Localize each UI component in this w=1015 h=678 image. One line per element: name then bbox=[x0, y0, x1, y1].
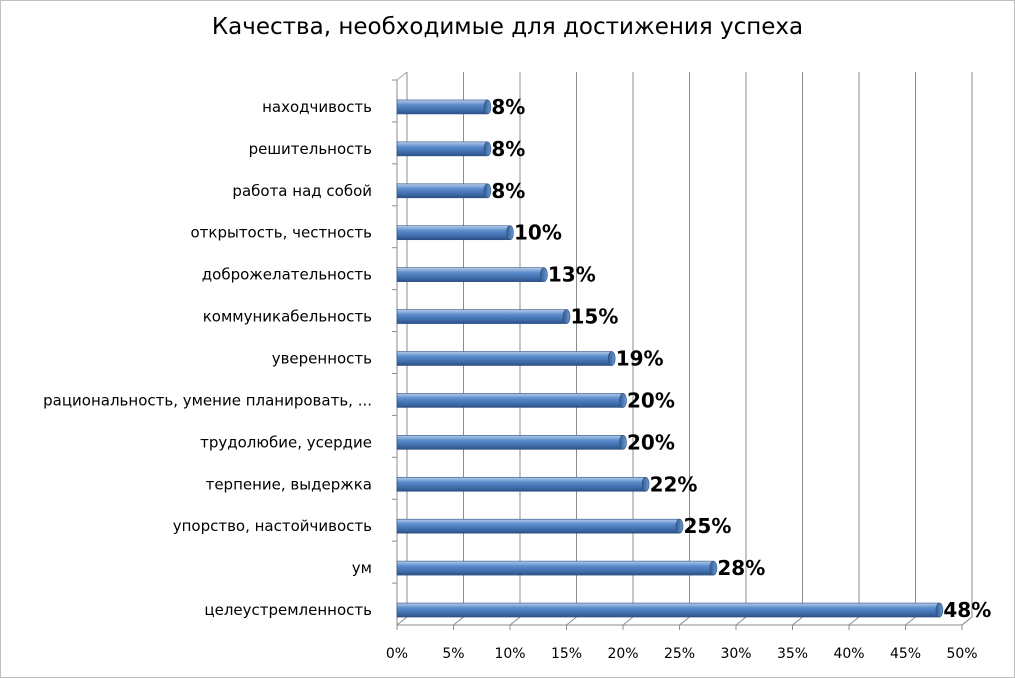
chart-title: Качества, необходимые для достижения усп… bbox=[211, 14, 804, 40]
y-tick-label: решительность bbox=[249, 140, 372, 158]
data-label: 8% bbox=[491, 179, 525, 203]
y-tick-label: рациональность, умение планировать, ... bbox=[43, 391, 372, 409]
x-tick-label: 0% bbox=[386, 646, 408, 662]
x-tick-label: 35% bbox=[777, 646, 808, 662]
x-tick-label: 45% bbox=[890, 646, 921, 662]
bar-end-cap bbox=[641, 476, 650, 492]
bar-end-cap bbox=[607, 351, 616, 366]
gridline-floor bbox=[735, 616, 747, 626]
bar bbox=[396, 183, 488, 199]
gridline-floor bbox=[905, 616, 916, 626]
y-tick-label: уверенность bbox=[272, 350, 372, 368]
bar-end-cap bbox=[619, 393, 627, 408]
bar bbox=[396, 393, 624, 408]
gridline-floor bbox=[396, 616, 408, 626]
gridline-floor bbox=[679, 616, 690, 626]
x-tick-label: 30% bbox=[720, 646, 751, 662]
gridline-floor bbox=[961, 616, 973, 626]
data-label: 10% bbox=[514, 221, 562, 245]
y-tick-label: ум bbox=[352, 559, 372, 577]
bar bbox=[396, 141, 488, 157]
bar bbox=[396, 309, 567, 324]
y-tick-label: доброжелательность bbox=[202, 266, 372, 284]
y-tick-label: упорство, настойчивость bbox=[173, 517, 372, 535]
gridline-floor bbox=[622, 616, 634, 626]
gridline-floor bbox=[792, 616, 803, 626]
bar bbox=[396, 518, 680, 534]
x-tick-label: 5% bbox=[442, 646, 464, 662]
data-label: 15% bbox=[571, 305, 619, 329]
data-label: 20% bbox=[627, 388, 675, 412]
bar-end-cap bbox=[709, 560, 718, 576]
y-tick-label: открытость, честность bbox=[190, 224, 372, 242]
data-label: 19% bbox=[616, 347, 664, 371]
bar-end-cap bbox=[540, 267, 548, 282]
data-label: 13% bbox=[548, 263, 596, 287]
bar-end-cap bbox=[675, 518, 684, 534]
bar bbox=[396, 435, 624, 450]
x-tick-label: 15% bbox=[551, 646, 582, 662]
data-label: 22% bbox=[650, 472, 698, 496]
gridline-floor bbox=[848, 616, 860, 626]
bar bbox=[396, 267, 545, 282]
x-tick-label: 25% bbox=[664, 646, 695, 662]
data-label: 8% bbox=[491, 137, 525, 161]
bar-end-cap bbox=[506, 225, 514, 241]
y-tick-label: находчивость bbox=[262, 98, 372, 116]
data-label: 48% bbox=[943, 598, 991, 622]
y-tick-label: коммуникабельность bbox=[203, 308, 372, 326]
data-label: 28% bbox=[717, 556, 765, 580]
gridline-floor bbox=[453, 616, 464, 626]
data-label: 8% bbox=[491, 95, 525, 119]
y-tick-label: трудолюбие, усердие bbox=[200, 433, 372, 451]
bar-end-cap bbox=[619, 435, 627, 450]
gridline-floor bbox=[566, 616, 577, 626]
bar-end-cap bbox=[483, 99, 492, 115]
plot-corner-top bbox=[396, 71, 408, 81]
bar bbox=[396, 476, 646, 492]
bar bbox=[396, 225, 511, 241]
y-tick-label: работа над собой bbox=[232, 182, 372, 200]
x-tick-label: 40% bbox=[833, 646, 864, 662]
bar-end-cap bbox=[562, 309, 571, 324]
bar bbox=[396, 560, 714, 576]
data-label: 25% bbox=[684, 514, 732, 538]
x-tick-label: 20% bbox=[607, 646, 638, 662]
bar-end-cap bbox=[935, 602, 944, 618]
data-label: 20% bbox=[627, 430, 675, 454]
gridline-floor bbox=[509, 616, 521, 626]
bar-end-cap bbox=[483, 183, 492, 199]
bar bbox=[396, 602, 940, 618]
y-tick-label: терпение, выдержка bbox=[206, 475, 372, 493]
x-tick-label: 10% bbox=[494, 646, 525, 662]
bar bbox=[396, 351, 612, 366]
bar bbox=[396, 99, 488, 115]
bar-end-cap bbox=[483, 141, 492, 157]
x-tick-label: 50% bbox=[946, 646, 977, 662]
y-tick-label: целеустремленность bbox=[204, 601, 372, 619]
